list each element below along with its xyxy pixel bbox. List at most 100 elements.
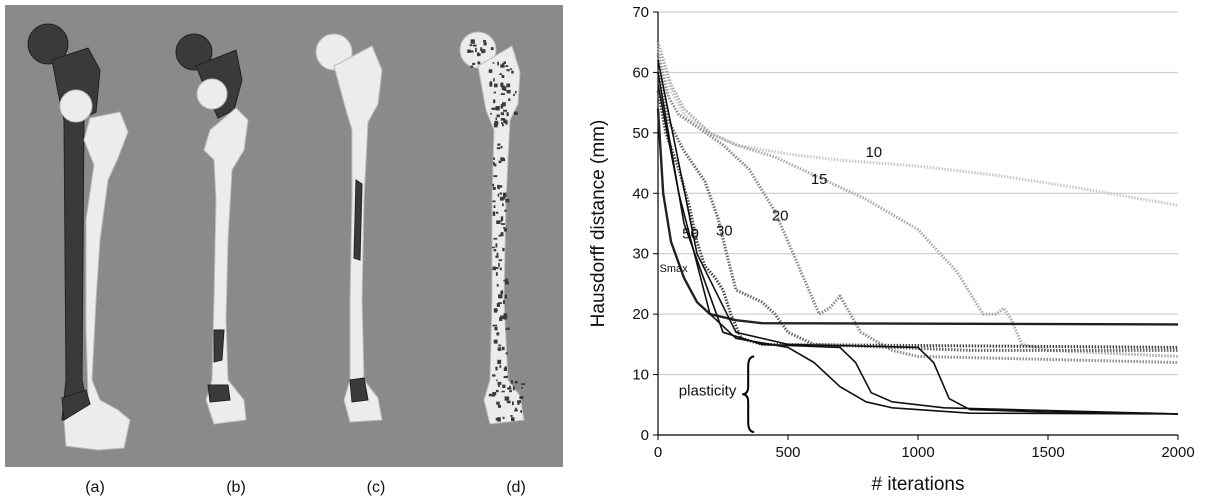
speckle <box>505 278 508 281</box>
speckle <box>501 122 503 124</box>
annotation-10: 10 <box>865 144 882 161</box>
femur-d <box>459 31 526 425</box>
speckle <box>469 50 474 53</box>
speckle <box>493 249 497 252</box>
speckle <box>494 83 498 88</box>
speckle <box>519 396 524 399</box>
speckle <box>493 99 496 104</box>
speckle <box>496 147 501 150</box>
speckle <box>502 247 505 252</box>
speckle <box>472 44 477 47</box>
hausdorff-chart: 0 10 20 30 40 50 60 70 0 500 1000 1500 2000 10 15 20 30… <box>588 4 1195 495</box>
speckle <box>497 347 502 351</box>
x-axis-label: # iterations <box>872 474 965 495</box>
speckle <box>499 192 502 195</box>
speckle <box>493 308 498 313</box>
speckle <box>497 359 502 365</box>
speckle <box>498 262 500 267</box>
speckle <box>497 404 501 408</box>
series-line-smax <box>656 108 1179 326</box>
speckle <box>502 203 504 207</box>
speckle <box>495 255 499 258</box>
y-tick-label: 0 <box>641 427 649 444</box>
speckle <box>511 417 514 421</box>
speckle <box>491 107 496 110</box>
speckle <box>495 243 498 247</box>
panel-label-a: (a) <box>85 479 105 496</box>
speckle <box>500 223 505 225</box>
speckle <box>499 73 502 75</box>
speckle <box>506 112 509 117</box>
speckle <box>500 112 505 116</box>
speckle <box>470 39 475 44</box>
speckle <box>506 400 511 404</box>
speckle <box>477 61 481 65</box>
speckle <box>502 346 505 351</box>
annotation-15: 15 <box>811 171 828 188</box>
speckle <box>502 384 506 388</box>
speckle <box>476 53 481 56</box>
femur-a <box>27 23 131 451</box>
speckle <box>499 267 502 271</box>
speckle <box>493 91 496 94</box>
speckle <box>500 232 504 237</box>
speckle <box>520 410 523 413</box>
annotation-50: 50 <box>682 226 699 243</box>
speckle <box>505 327 510 330</box>
speckle <box>496 379 498 382</box>
speckle <box>500 315 505 320</box>
speckle <box>493 157 495 160</box>
speckle <box>496 114 500 118</box>
speckle <box>500 93 505 95</box>
speckle <box>496 220 501 224</box>
speckle <box>503 279 507 282</box>
y-tick-label: 50 <box>632 125 649 142</box>
speckle <box>506 89 511 94</box>
speckle <box>480 47 483 52</box>
speckle <box>500 104 504 109</box>
speckle-pattern <box>467 39 526 422</box>
speckle <box>492 183 495 187</box>
series-line-30 <box>656 72 1178 352</box>
speckle <box>514 111 518 115</box>
panel-label-d: (d) <box>506 479 526 496</box>
speckle <box>496 389 499 393</box>
speckle <box>492 62 495 64</box>
speckle <box>500 118 505 121</box>
speckle <box>502 416 505 419</box>
speckle <box>521 383 526 385</box>
speckle <box>497 193 500 197</box>
speckle <box>490 112 492 115</box>
y-tick-label: 70 <box>632 4 649 21</box>
speckle <box>490 47 494 51</box>
speckle <box>497 143 501 146</box>
speckle <box>469 44 473 47</box>
speckle <box>493 205 496 208</box>
speckle <box>499 365 502 368</box>
speckle <box>498 185 503 188</box>
panel-label-b: (b) <box>226 479 246 496</box>
x-tick-label: 2000 <box>1161 444 1194 461</box>
speckle <box>517 402 520 405</box>
speckle <box>512 386 515 391</box>
speckle <box>496 401 500 405</box>
speckle <box>498 344 502 347</box>
speckle <box>498 294 503 299</box>
speckle <box>489 82 493 87</box>
speckle <box>505 65 509 67</box>
speckle <box>493 78 495 82</box>
speckle <box>498 259 503 262</box>
speckle <box>492 391 497 396</box>
speckle <box>499 196 504 201</box>
speckle <box>493 175 498 178</box>
speckle <box>501 75 505 78</box>
speckle <box>494 163 497 167</box>
speckle <box>503 376 508 379</box>
speckle <box>492 211 496 216</box>
speckle <box>497 417 501 422</box>
speckle <box>500 216 504 221</box>
speckle <box>496 252 499 256</box>
speckle <box>510 380 513 384</box>
speckle <box>497 185 500 188</box>
y-axis-label: Hausdorff distance (mm) <box>588 120 609 328</box>
